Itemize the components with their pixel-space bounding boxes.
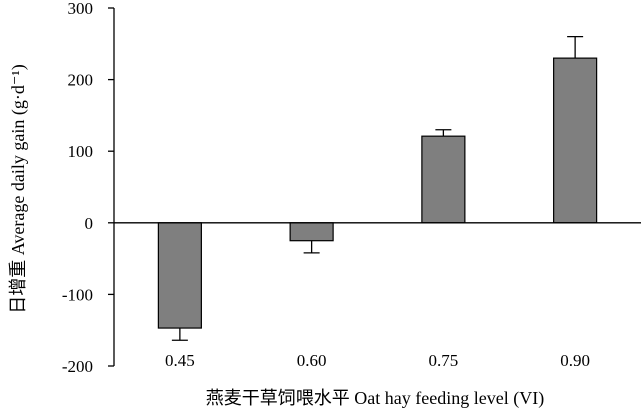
y-tick-labels: -200 -100 0 100 200 300: [62, 0, 93, 376]
bar: [553, 57, 598, 224]
bars: [157, 57, 598, 329]
bar: [421, 135, 466, 224]
y-tick-label: 300: [68, 0, 94, 18]
x-tick-label: 0.60: [297, 351, 327, 370]
y-tick-label: -100: [62, 285, 93, 304]
bar: [157, 222, 202, 329]
x-tick-labels: 0.45 0.60 0.75 0.90: [165, 351, 590, 370]
y-tick-label: 100: [68, 142, 94, 161]
x-axis-title: 燕麦干草饲喂水平 Oat hay feeding level (VI): [206, 388, 544, 409]
axes: [108, 7, 641, 367]
bar: [289, 222, 334, 242]
y-tick-label: -200: [62, 357, 93, 376]
y-tick-label: 200: [68, 71, 94, 90]
x-tick-label: 0.90: [560, 351, 590, 370]
y-tick-label: 0: [85, 214, 94, 233]
error-bars: [171, 35, 584, 341]
x-tick-label: 0.75: [429, 351, 459, 370]
y-axis-title: 日增重 Average daily gain (g·d⁻¹): [8, 64, 29, 314]
x-tick-label: 0.45: [165, 351, 195, 370]
